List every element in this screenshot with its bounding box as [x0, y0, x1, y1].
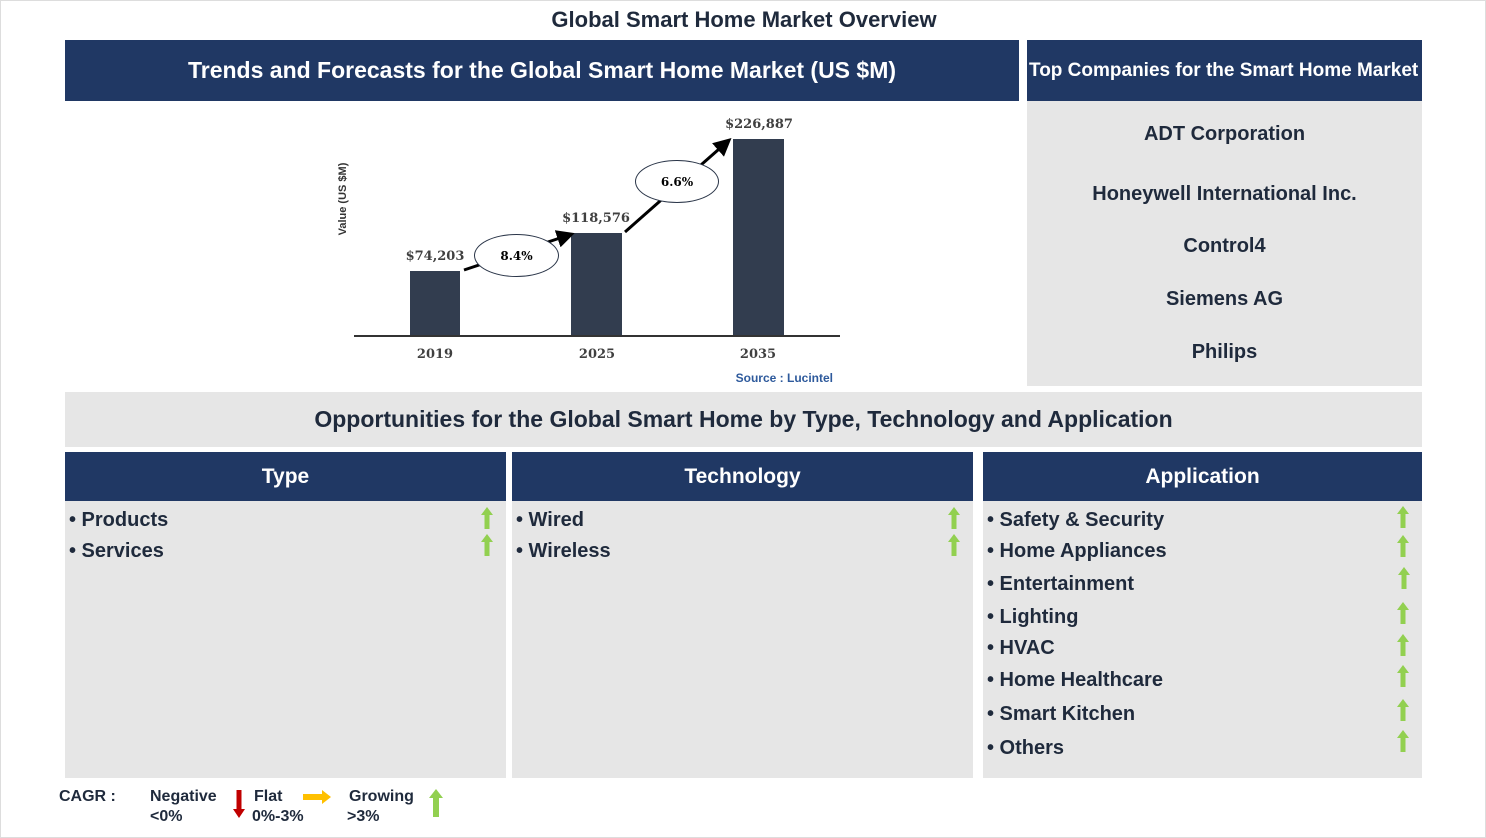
company-item: Control4 [1183, 235, 1266, 257]
company-item: Honeywell International Inc. [1092, 183, 1357, 205]
growing-arrow-icon [1398, 567, 1410, 589]
column-body-application: • Safety & Security • Home Appliances • … [983, 501, 1422, 778]
list-item: • Smart Kitchen [987, 703, 1136, 725]
column-header-type: Type [65, 452, 506, 501]
growing-arrow-icon [1397, 535, 1409, 557]
list-item: • Others [987, 737, 1065, 759]
list-item: • Products [69, 509, 169, 531]
value-label-2035: $226,887 [725, 117, 793, 132]
company-item: Philips [1191, 341, 1258, 363]
legend-label: CAGR : [59, 788, 116, 805]
growing-arrow-icon [1397, 506, 1409, 528]
column-header-application: Application [983, 452, 1422, 501]
growing-arrow-icon [1397, 730, 1409, 752]
list-item: • Home Healthcare [987, 669, 1163, 691]
x-axis-line [354, 335, 840, 337]
legend-flat-range: 0%-3% [252, 808, 304, 825]
legend-negative-name: Negative [150, 788, 217, 805]
growing-arrow-icon [481, 507, 493, 529]
chart-panel-title: Trends and Forecasts for the Global Smar… [65, 40, 1019, 101]
company-item: ADT Corporation [1143, 123, 1306, 145]
bar-chart: Value (US $M) $74,203 $118,576 $226,887 … [331, 101, 851, 391]
growing-arrow-icon [481, 534, 493, 556]
opportunities-title: Opportunities for the Global Smart Home … [65, 392, 1422, 447]
list-item: • Lighting [987, 606, 1079, 628]
list-item: • Entertainment [987, 573, 1135, 595]
source-label: Source : Lucintel [735, 371, 833, 385]
legend-growing-range: >3% [347, 808, 380, 825]
list-item: • Wireless [516, 540, 611, 562]
growing-arrow-icon [1397, 602, 1409, 624]
value-label-2019: $74,203 [405, 249, 465, 264]
x-tick-2025: 2025 [578, 347, 616, 362]
x-tick-2035: 2035 [739, 347, 777, 362]
trend-arrows [463, 138, 732, 272]
column-header-technology: Technology [512, 452, 973, 501]
growing-arrow-icon [1397, 665, 1409, 687]
growing-arrow-icon [1397, 634, 1409, 656]
x-tick-2019: 2019 [416, 347, 454, 362]
legend-negative-range: <0% [150, 808, 183, 825]
value-label-2025: $118,576 [562, 211, 630, 226]
flat-arrow-icon [303, 790, 331, 804]
page-title: Global Smart Home Market Overview [551, 7, 937, 32]
growing-arrow-icon [948, 507, 960, 529]
list-item: • Wired [516, 509, 584, 531]
list-item: • Services [69, 540, 164, 562]
column-body-technology: • Wired • Wireless [512, 501, 973, 778]
companies-title: Top Companies for the Smart Home Market [1027, 40, 1422, 101]
bar-2019 [410, 271, 460, 335]
column-body-type: • Products • Services [65, 501, 506, 778]
list-item: • Home Appliances [987, 540, 1167, 562]
growing-arrow-icon [429, 789, 443, 817]
negative-arrow-icon [233, 790, 245, 818]
list-item: • HVAC [987, 637, 1055, 659]
growing-arrow-icon [948, 534, 960, 556]
cagr-ellipse-2019-2025: 8.4% [474, 234, 559, 277]
bar-2025 [571, 233, 622, 335]
list-item: • Safety & Security [987, 509, 1165, 531]
company-item: Siemens AG [1165, 288, 1284, 310]
cagr-legend: CAGR : Negative <0% Flat 0%-3% Growing >… [1, 781, 501, 836]
companies-list: ADT Corporation Honeywell International … [1027, 101, 1422, 386]
legend-flat-name: Flat [254, 788, 283, 805]
bar-2035 [733, 139, 784, 335]
legend-growing-name: Growing [349, 788, 414, 805]
cagr-ellipse-2025-2035: 6.6% [635, 160, 719, 203]
growing-arrow-icon [1397, 699, 1409, 721]
